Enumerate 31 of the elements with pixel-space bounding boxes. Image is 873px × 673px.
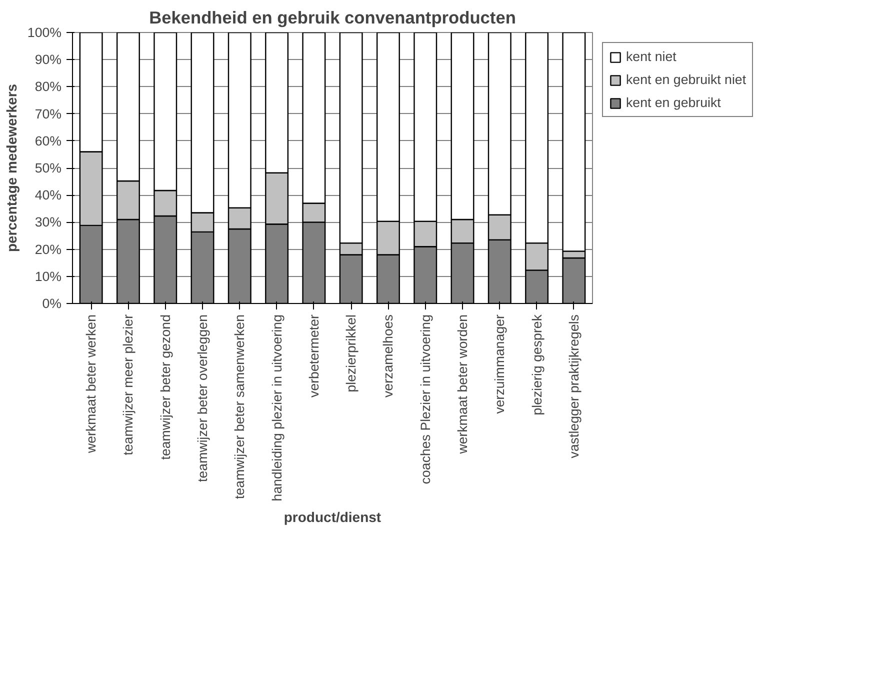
x-tick-label: werkmaat beter worden (455, 314, 470, 455)
x-tick-label: verzamelhoes (380, 314, 396, 398)
x-tick-label: vastlegger praktijkregels (566, 314, 582, 458)
y-tick-label: 90% (34, 52, 62, 68)
legend-label: kent en gebruikt niet (626, 72, 746, 87)
y-tick-label: 20% (34, 242, 62, 257)
legend-label: kent niet (626, 49, 676, 64)
chart-title: Bekendheid en gebruik convenantproducten (149, 8, 516, 28)
x-tick-label: teamwijzer beter overleggen (195, 314, 210, 482)
y-tick-label: 30% (34, 214, 62, 230)
x-tick-label: teamwijzer beter samenwerken (232, 314, 248, 499)
x-axis-title: product/dienst (284, 509, 382, 526)
x-tick-label: teamwijzer beter gezond (158, 314, 173, 460)
x-tick-label: plezierprikkel (344, 314, 359, 392)
x-tick-label: verzuimmanager (492, 314, 508, 414)
y-tick-label: 40% (34, 188, 62, 203)
y-tick-label: 10% (34, 268, 62, 284)
x-tick-label: coaches Plezier in uitvoering (418, 314, 433, 484)
x-tick-label: verbetermeter (306, 314, 322, 398)
x-tick-label: handleiding plezier in uitvoering (269, 314, 284, 502)
y-tick-label: 100% (27, 25, 62, 40)
y-tick-label: 50% (34, 160, 62, 176)
y-tick-label: 60% (34, 133, 62, 148)
x-tick-label: teamwijzer meer plezier (120, 314, 136, 456)
legend-label: kent en gebruikt (626, 95, 721, 110)
y-axis-title: percentage medewerkers (3, 84, 20, 252)
y-tick-label: 0% (42, 296, 62, 311)
x-tick-label: plezierig gesprek (529, 314, 544, 416)
x-tick-label: werkmaat beter werken (84, 314, 99, 454)
y-tick-label: 80% (34, 79, 62, 94)
y-tick-label: 70% (34, 106, 62, 122)
